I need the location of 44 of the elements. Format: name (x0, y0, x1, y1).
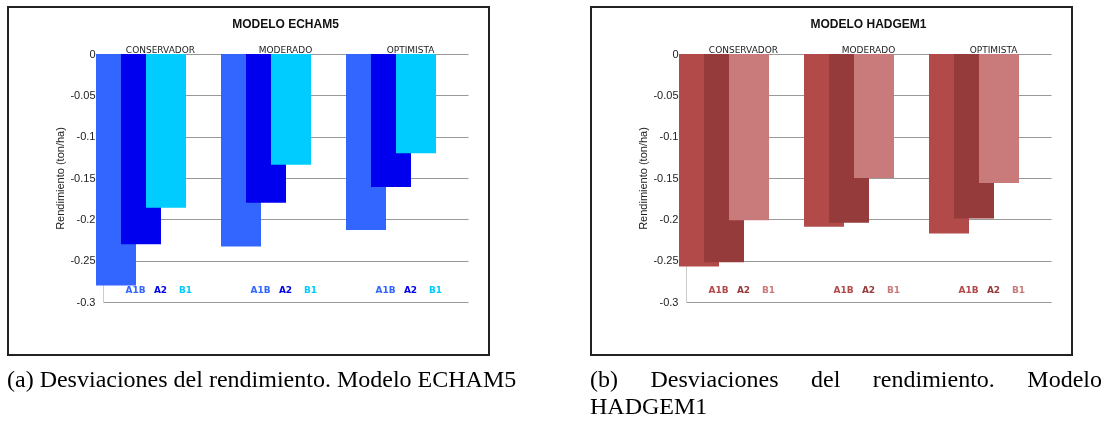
y-tick-label: -0.1 (76, 130, 96, 143)
y-tick-label: -0.25 (653, 254, 679, 267)
chart-title: MODELO HADGEM1 (810, 17, 927, 31)
chart-title: MODELO ECHAM5 (232, 17, 340, 31)
y-tick-label: -0.05 (653, 88, 679, 101)
y-tick-label: -0.15 (70, 171, 96, 184)
text: B1 (886, 285, 901, 295)
y-tick-label: -0.3 (76, 295, 96, 308)
x-tick-label: CONSERVADOR (708, 44, 779, 55)
y-tick-label: -0.2 (76, 212, 96, 225)
text: A2 (403, 285, 418, 295)
text: A2 (986, 285, 1001, 295)
y-tick-label: -0.3 (659, 295, 679, 308)
x-tick-label: CONSERVADOR (125, 44, 196, 55)
y-tick-label: -0.15 (653, 171, 679, 184)
y-axis-title: Rendimiento (ton/ha) (637, 127, 650, 230)
text: B1 (178, 285, 193, 295)
text: A2 (736, 285, 751, 295)
text: A1B (375, 285, 396, 295)
text: B1 (761, 285, 776, 295)
text: A2 (861, 285, 876, 295)
text: A1B (833, 285, 854, 295)
y-tick-label: -0.05 (70, 88, 96, 101)
text: A2 (153, 285, 168, 295)
text: A1B (708, 285, 729, 295)
text: B1 (303, 285, 318, 295)
y-axis-title: Rendimiento (ton/ha) (54, 127, 67, 230)
series-label: A1B (125, 285, 146, 295)
y-tick-label: -0.1 (659, 130, 679, 143)
x-tick-label: OPTIMISTA (969, 44, 1019, 55)
text: B1 (1011, 285, 1026, 295)
y-tick-label: 0 (672, 47, 679, 60)
text: A1B (958, 285, 979, 295)
text: (a) Desviaciones del rendimiento. Modelo ECHAM5 (7, 366, 518, 393)
x-tick-label: MODERADO (258, 44, 313, 55)
text: B1 (428, 285, 443, 295)
y-tick-label: -0.2 (659, 212, 679, 225)
y-tick-label: 0 (89, 47, 96, 60)
x-tick-label: OPTIMISTA (386, 44, 436, 55)
text: (b) Desviaciones del rendimiento. Modelo HADGEM1 (590, 366, 1102, 420)
x-tick-label: MODERADO (841, 44, 896, 55)
text: A1B (250, 285, 271, 295)
y-tick-label: -0.25 (70, 254, 96, 267)
text: A2 (278, 285, 293, 295)
